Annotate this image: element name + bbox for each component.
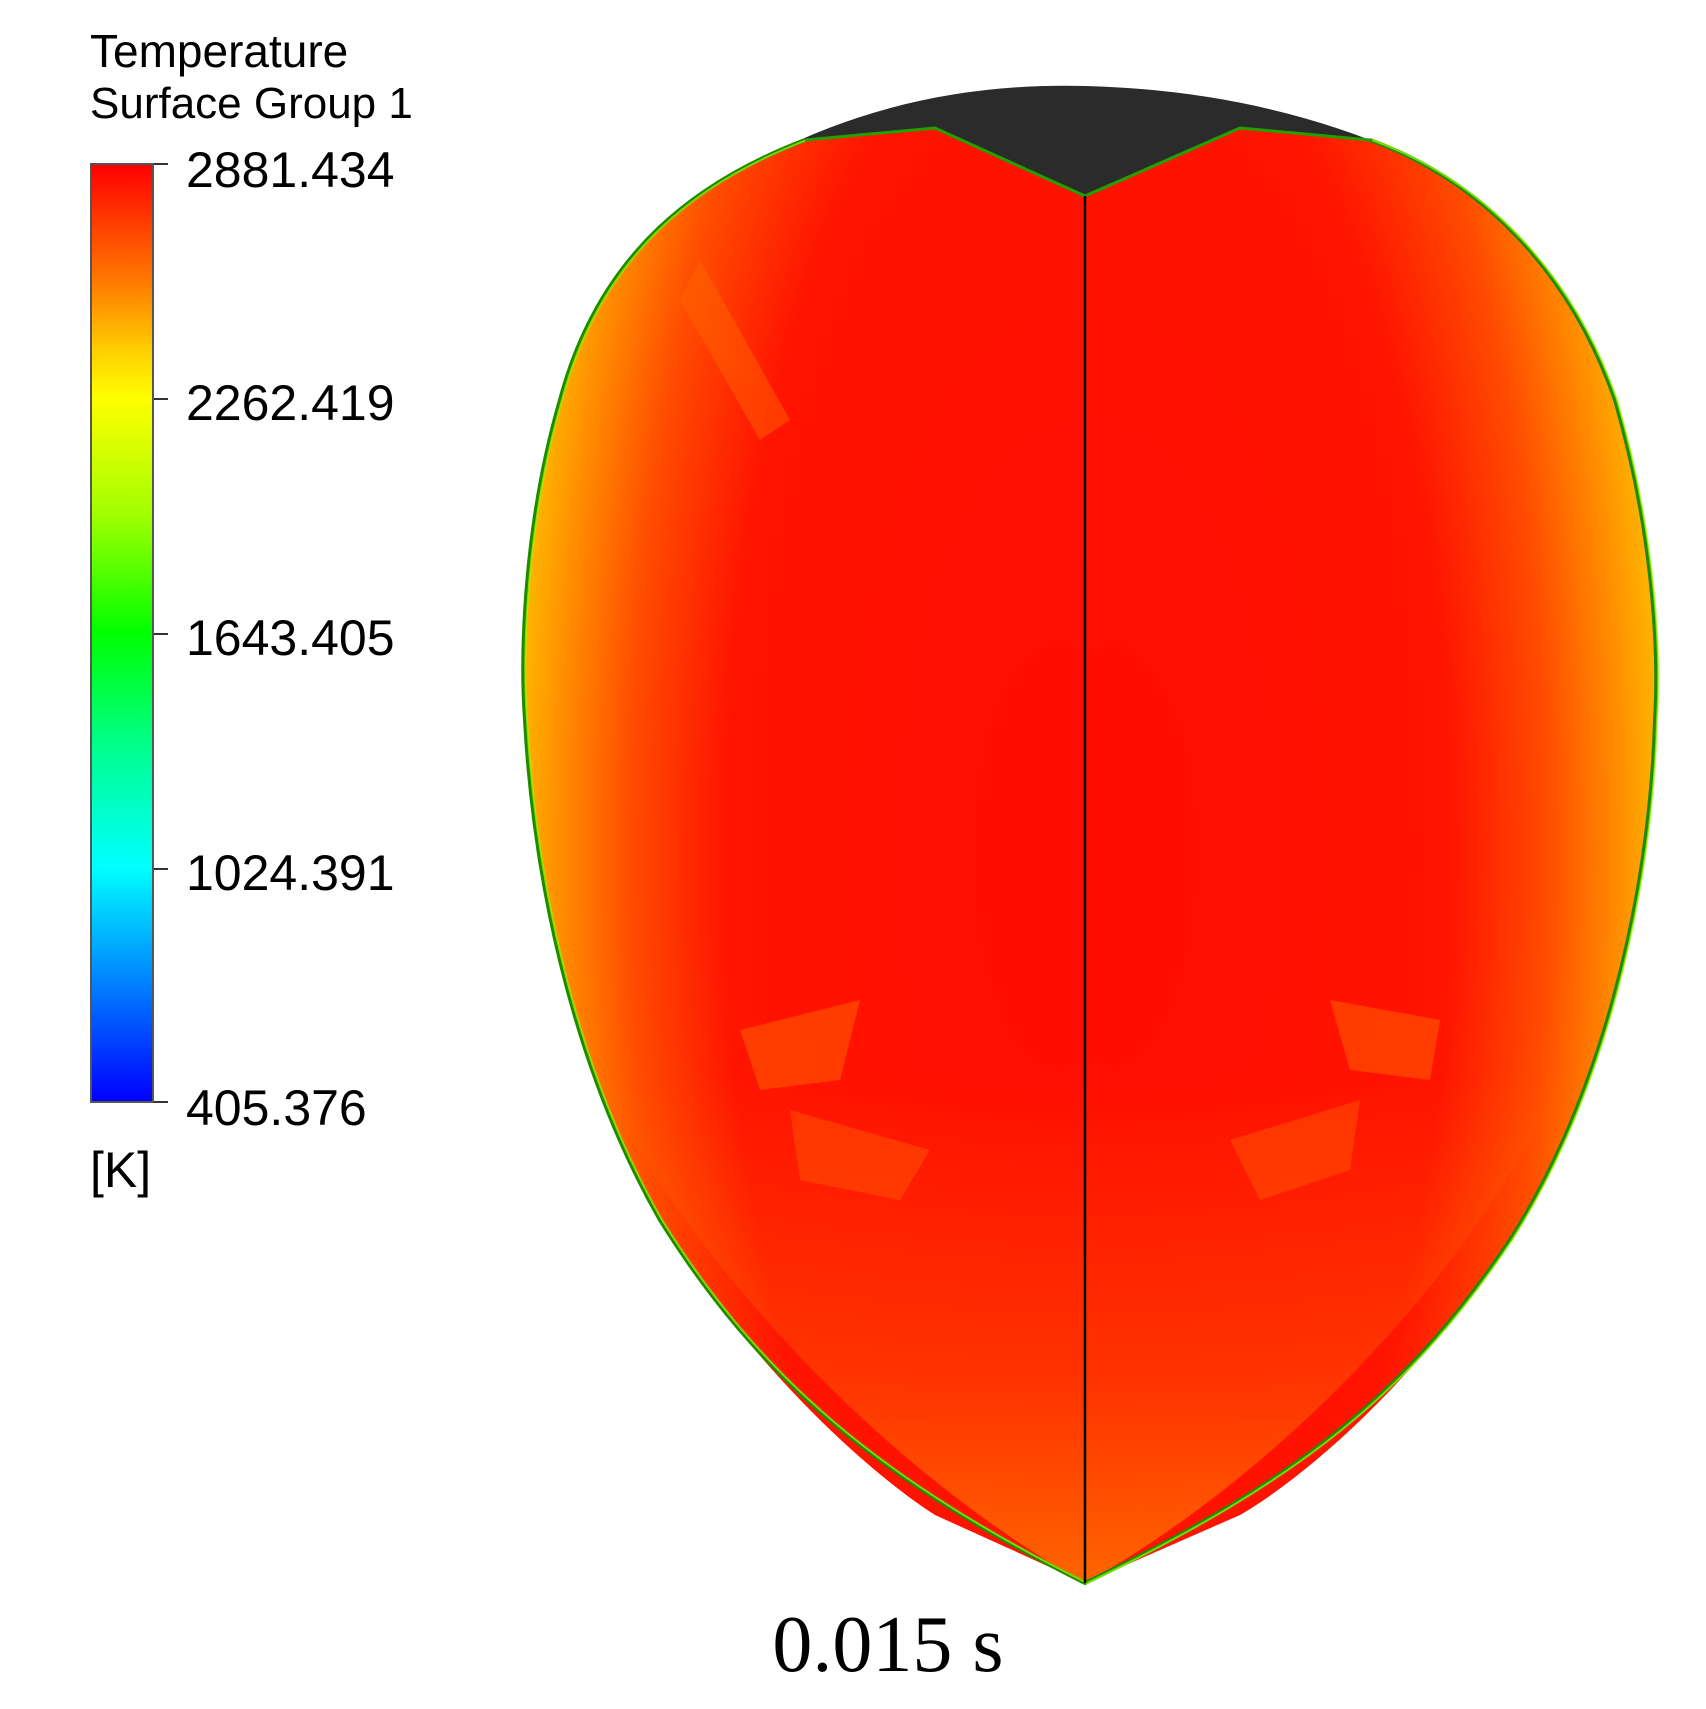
- dark-cap-region: [800, 85, 1370, 196]
- colorbar-label: 1643.405: [186, 610, 395, 666]
- legend-title: Temperature: [90, 25, 349, 77]
- outer-boundary-highlight: [524, 139, 1660, 1585]
- colorbar-label: 1024.391: [186, 845, 395, 901]
- colorbar-tick: [154, 868, 168, 870]
- streak: [1230, 1100, 1360, 1200]
- colorbar-label: 2262.419: [186, 375, 395, 431]
- colorbar-label-min: 405.376: [186, 1080, 367, 1136]
- colorbar-tick: [154, 398, 168, 400]
- streak: [740, 1000, 860, 1090]
- colorbar-tick: [154, 163, 168, 165]
- streak: [680, 260, 790, 440]
- colorbar: [90, 163, 154, 1103]
- bottom-tint: [600, 1080, 1560, 1583]
- unit-label: [K]: [90, 1142, 152, 1198]
- colorbar-tick: [154, 633, 168, 635]
- streak: [1330, 1000, 1440, 1080]
- top-edge-left: [804, 126, 1086, 198]
- colorbar-tick: [154, 1101, 168, 1103]
- legend-subtitle: Surface Group 1: [90, 79, 413, 128]
- time-caption: 0.015 s: [772, 1601, 1004, 1689]
- streak: [790, 1110, 930, 1200]
- top-edge-right: [1084, 126, 1371, 198]
- colorbar-label-max: 2881.434: [186, 142, 395, 198]
